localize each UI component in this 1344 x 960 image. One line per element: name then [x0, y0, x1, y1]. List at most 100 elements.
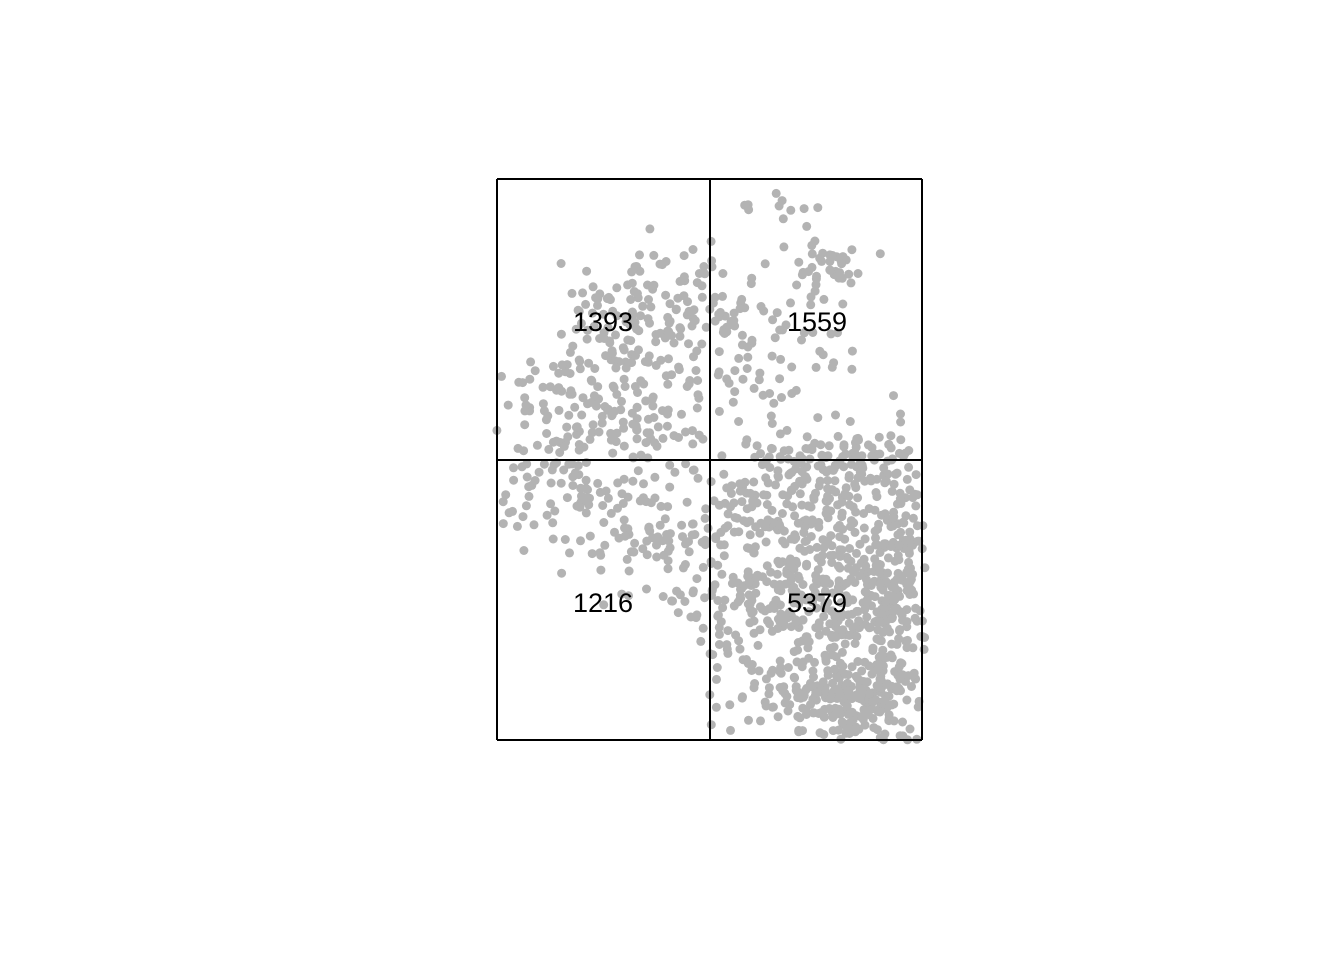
data-point	[726, 725, 735, 735]
data-point	[630, 262, 640, 272]
data-point	[538, 382, 548, 392]
data-point	[890, 595, 900, 605]
data-point	[670, 467, 680, 477]
data-point	[753, 640, 763, 650]
data-point	[870, 592, 880, 602]
data-point	[789, 647, 799, 657]
data-point	[634, 345, 643, 355]
data-point	[784, 445, 794, 455]
data-point	[855, 467, 865, 477]
data-point	[574, 355, 584, 365]
data-point	[882, 623, 892, 633]
data-point	[775, 656, 785, 666]
data-point	[775, 374, 785, 384]
data-point	[571, 324, 581, 334]
data-point	[907, 682, 916, 691]
data-point	[825, 694, 835, 704]
data-point	[820, 586, 830, 596]
data-point	[674, 365, 684, 375]
data-point	[761, 701, 771, 711]
data-point	[645, 428, 655, 438]
data-point	[706, 720, 716, 730]
data-point	[577, 410, 587, 420]
data-point	[522, 459, 532, 469]
data-point	[724, 378, 734, 388]
data-point	[542, 510, 552, 520]
data-point	[806, 502, 816, 512]
data-point	[693, 376, 703, 385]
quadrat-count-top-right: 1559	[787, 307, 847, 337]
data-point	[581, 299, 591, 309]
data-point	[809, 708, 819, 718]
data-point	[860, 605, 870, 615]
data-point	[718, 327, 728, 337]
data-point	[689, 465, 699, 475]
data-point	[583, 325, 592, 335]
data-point	[837, 717, 847, 727]
data-point	[761, 537, 771, 547]
data-point	[717, 451, 727, 461]
data-point	[555, 448, 565, 457]
data-point	[623, 492, 633, 502]
data-point	[824, 441, 834, 451]
data-point	[734, 353, 744, 363]
data-point	[837, 647, 847, 657]
data-point	[798, 615, 808, 625]
data-point	[775, 667, 785, 677]
data-point	[508, 506, 517, 516]
data-point	[862, 598, 872, 607]
data-point	[853, 657, 863, 666]
data-point	[865, 545, 875, 555]
data-point	[548, 437, 558, 447]
data-point	[642, 584, 651, 594]
data-point	[665, 460, 675, 470]
data-point	[874, 682, 884, 692]
data-point	[725, 700, 735, 710]
data-point	[734, 636, 744, 646]
data-point	[634, 326, 644, 336]
data-point	[910, 613, 920, 623]
data-point	[884, 710, 894, 720]
data-point	[622, 554, 632, 564]
data-point	[794, 574, 804, 584]
data-point	[578, 288, 588, 298]
data-point	[819, 712, 829, 722]
data-point	[827, 558, 837, 567]
data-point	[513, 443, 523, 453]
data-point	[813, 203, 823, 213]
data-point	[899, 452, 908, 461]
data-point	[903, 635, 912, 645]
data-point	[530, 366, 540, 376]
data-point	[765, 619, 774, 629]
data-point	[779, 682, 789, 692]
data-point	[887, 486, 897, 496]
data-point	[861, 561, 871, 571]
data-point	[602, 294, 612, 304]
data-point	[845, 544, 854, 553]
data-point	[847, 245, 857, 255]
data-point	[835, 268, 845, 278]
data-point	[800, 537, 810, 546]
data-point	[811, 575, 821, 585]
data-point	[617, 589, 627, 599]
data-point	[658, 592, 668, 601]
data-point	[908, 513, 918, 523]
data-point	[806, 532, 816, 541]
data-point	[548, 534, 558, 544]
data-point	[773, 585, 783, 595]
data-point	[872, 634, 882, 644]
data-point	[898, 670, 907, 680]
data-point	[757, 604, 767, 614]
data-point	[617, 396, 626, 406]
data-point	[570, 470, 580, 480]
data-point	[559, 441, 569, 451]
data-point	[812, 688, 822, 698]
data-point	[829, 642, 839, 652]
data-point	[626, 295, 636, 304]
data-point	[607, 348, 617, 358]
data-point	[778, 214, 788, 224]
data-point	[646, 498, 656, 508]
data-point	[782, 425, 792, 435]
data-point	[883, 469, 893, 479]
data-point	[820, 578, 829, 588]
